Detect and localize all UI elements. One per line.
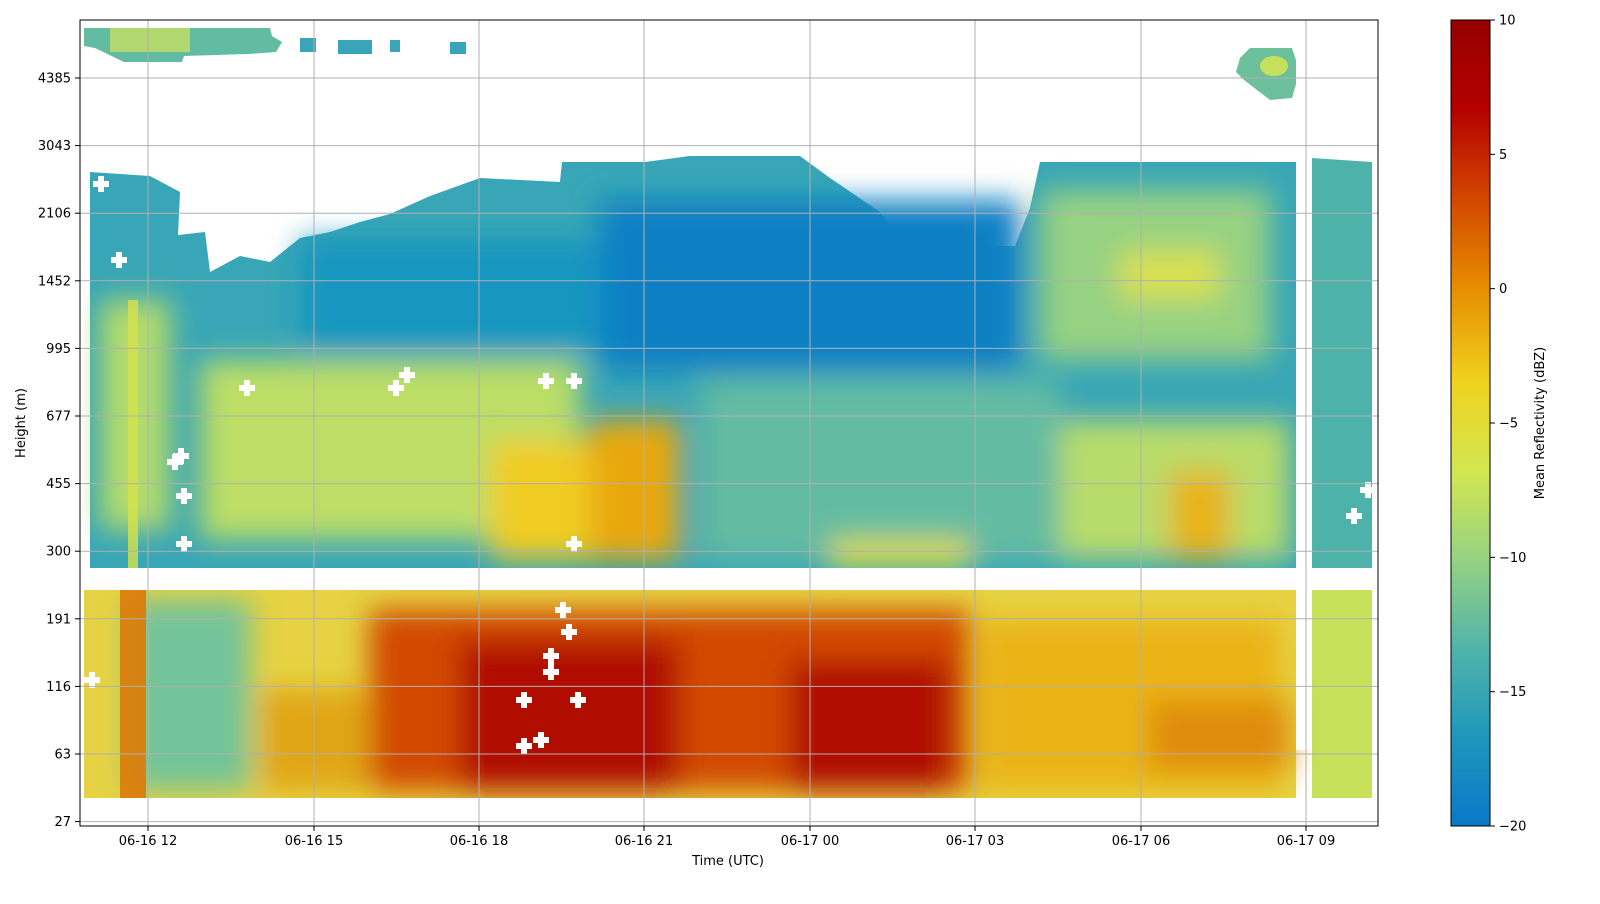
x-tick-label: 06-17 06 xyxy=(1112,834,1170,849)
missing-data-cross xyxy=(1360,482,1376,498)
x-tick-label: 06-16 18 xyxy=(450,834,508,849)
missing-data-cross xyxy=(239,380,255,396)
missing-data-cross xyxy=(388,380,404,396)
colorbar-ticks: 10 5 0 −5 −10 −15 −20 xyxy=(1490,14,1526,835)
x-tick-label: 06-16 15 xyxy=(285,834,343,849)
y-tick-label: 1452 xyxy=(38,274,71,289)
missing-data-cross xyxy=(111,252,127,268)
missing-data-cross xyxy=(533,732,549,748)
y-tick-label: 2106 xyxy=(38,207,71,222)
y-tick-label: 191 xyxy=(46,612,71,627)
x-axis-title: Time (UTC) xyxy=(691,854,764,869)
missing-data-cross xyxy=(561,624,577,640)
y-tick-label: 3043 xyxy=(38,139,71,154)
missing-data-cross xyxy=(566,373,582,389)
y-tick-label: 63 xyxy=(54,748,71,763)
y-axis: 27 63 116 191 300 455 677 995 1452 2106 3043 4385 xyxy=(38,72,80,830)
lower-echo-band-right xyxy=(1312,590,1372,798)
x-tick-label: 06-17 03 xyxy=(946,834,1004,849)
missing-data-cross xyxy=(173,448,189,464)
y-tick-label: 995 xyxy=(46,342,71,357)
colorbar-tick-label: −15 xyxy=(1499,685,1526,700)
colorbar-tick-label: −5 xyxy=(1499,417,1518,432)
missing-data-markers xyxy=(84,176,1376,754)
y-tick-label: 27 xyxy=(54,815,71,830)
missing-data-cross xyxy=(543,664,559,680)
colorbar xyxy=(1450,19,1491,827)
colorbar-tick-label: 5 xyxy=(1499,148,1507,163)
missing-data-cross xyxy=(399,367,415,383)
colorbar-tick-label: 0 xyxy=(1499,282,1507,297)
x-tick-label: 06-17 09 xyxy=(1277,834,1335,849)
missing-data-cross xyxy=(516,738,532,754)
y-axis-title: Height (m) xyxy=(14,388,29,458)
missing-data-cross xyxy=(538,373,554,389)
data-gap-horizontal xyxy=(83,568,1377,590)
missing-data-cross xyxy=(543,648,559,664)
data-gap-vertical xyxy=(1296,150,1312,750)
x-axis: 06-16 12 06-16 15 06-16 18 06-16 21 06-17 00… xyxy=(119,826,1335,849)
y-tick-label: 455 xyxy=(46,477,71,492)
missing-data-cross xyxy=(84,672,100,688)
y-tick-label: 300 xyxy=(46,545,71,560)
upper-echo-band-right xyxy=(1312,158,1372,568)
x-tick-label: 06-16 12 xyxy=(119,834,177,849)
missing-data-cross xyxy=(570,692,586,708)
missing-data-cross xyxy=(176,536,192,552)
y-tick-label: 116 xyxy=(46,680,71,695)
missing-data-cross xyxy=(93,176,109,192)
colorbar-tick-label: −10 xyxy=(1499,551,1526,566)
missing-data-cross xyxy=(176,488,192,504)
x-tick-label: 06-16 21 xyxy=(615,834,673,849)
y-tick-label: 4385 xyxy=(38,72,71,87)
missing-data-cross xyxy=(516,692,532,708)
grid xyxy=(80,20,1378,826)
colorbar-tick-label: 10 xyxy=(1499,14,1516,29)
missing-data-cross xyxy=(555,602,571,618)
missing-data-cross xyxy=(566,536,582,552)
colorbar-label: Mean Reflectivity (dBZ) xyxy=(1533,347,1548,500)
missing-data-cross xyxy=(1346,508,1362,524)
colorbar-tick-label: −20 xyxy=(1499,820,1526,835)
missing-data-cross xyxy=(167,454,183,470)
plot-frame xyxy=(79,19,1379,827)
x-tick-label: 06-17 00 xyxy=(781,834,839,849)
y-tick-label: 677 xyxy=(46,410,71,425)
